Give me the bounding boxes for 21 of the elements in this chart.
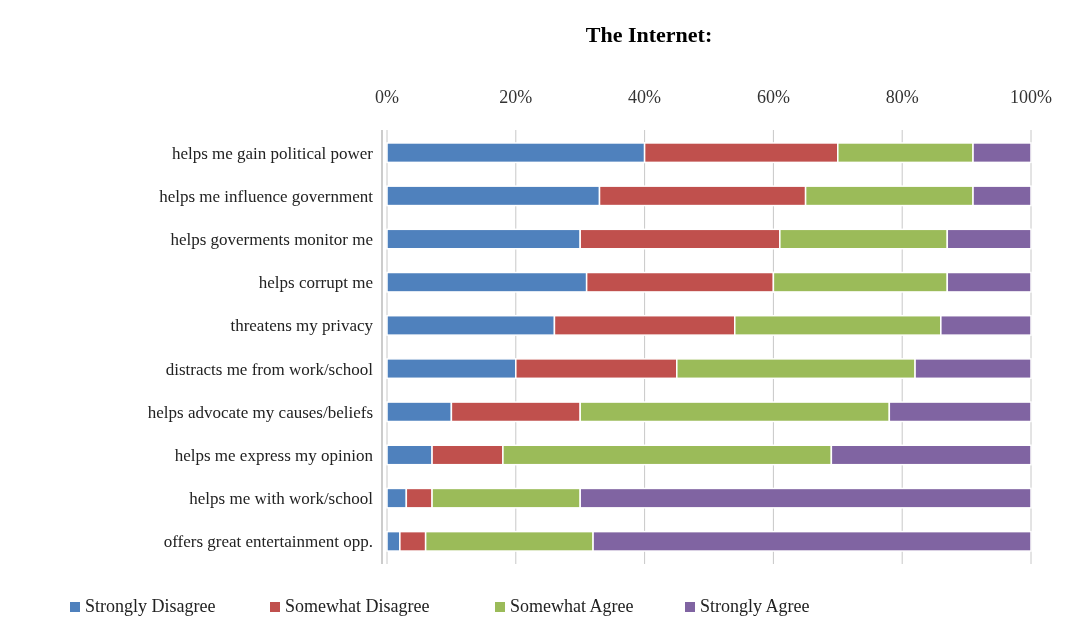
y-tick-label: helps advocate my causes/beliefs bbox=[147, 402, 373, 422]
y-tick-label: distracts me from work/school bbox=[165, 359, 374, 379]
y-tick-label: helps goverments monitor me bbox=[170, 229, 373, 249]
y-tick-label: helps me with work/school bbox=[189, 489, 374, 509]
x-tick-label: 40% bbox=[628, 87, 662, 107]
y-tick-label: helps me influence government bbox=[159, 186, 374, 206]
chart-title: The Internet: bbox=[585, 22, 713, 47]
legend-label: Strongly Agree bbox=[700, 596, 810, 616]
y-tick-label: offers great entertainment opp. bbox=[163, 532, 373, 552]
legend-label: Strongly Disagree bbox=[85, 596, 216, 616]
x-tick-label: 0% bbox=[375, 87, 399, 107]
y-tick-label: helps me gain political power bbox=[171, 143, 374, 163]
y-tick-label: helps corrupt me bbox=[258, 273, 373, 293]
legend-label: Somewhat Disagree bbox=[285, 596, 430, 616]
x-tick-label: 80% bbox=[885, 87, 919, 107]
x-tick-label: 60% bbox=[756, 87, 790, 107]
y-tick-label: helps me express my opinion bbox=[174, 445, 374, 465]
x-tick-label: 20% bbox=[499, 87, 533, 107]
x-tick-label: 100% bbox=[1010, 87, 1052, 107]
y-tick-label: threatens my privacy bbox=[230, 316, 374, 336]
legend-label: Somewhat Agree bbox=[510, 596, 634, 616]
